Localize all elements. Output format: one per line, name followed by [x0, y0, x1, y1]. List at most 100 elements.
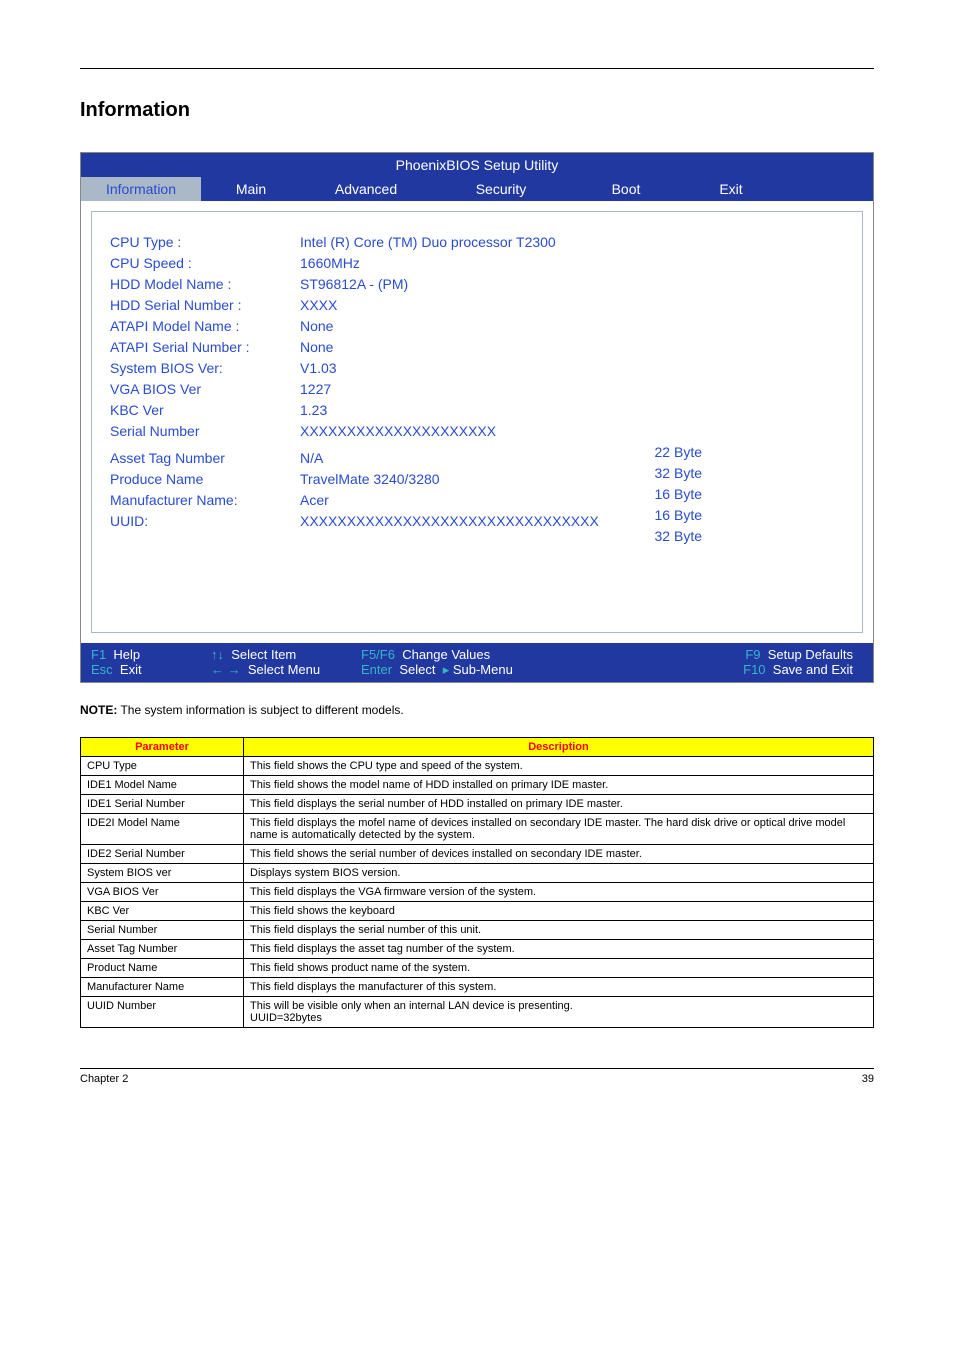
column-header-description: Description [244, 738, 874, 757]
table-row: IDE1 Serial NumberThis field displays th… [81, 795, 874, 814]
description-cell: This field displays the manufacturer of … [244, 978, 874, 997]
description-cell: This field displays the mofel name of de… [244, 814, 874, 845]
chapter-label: Chapter 2 [80, 1073, 128, 1085]
table-row: Asset Tag NumberThis field displays the … [81, 940, 874, 959]
description-cell: This field shows the serial number of de… [244, 845, 874, 864]
hotkey-f1: F1 [91, 647, 106, 662]
bios-field-row: HDD Serial Number :XXXX [110, 295, 844, 316]
hotkey-f5f6: F5/F6 [361, 647, 395, 662]
hotkey-f1-label: Help [113, 647, 140, 662]
bios-field-row: Manufacturer Name:Acer [110, 490, 844, 511]
parameter-cell: Serial Number [81, 921, 244, 940]
bios-field-value: XXXXXXXXXXXXXXXXXXXXXXXXXXXXXXXX [300, 511, 599, 532]
tab-information[interactable]: Information [81, 177, 201, 201]
bios-field-value: XXXX [300, 295, 337, 316]
bios-field-label: Asset Tag Number [110, 448, 300, 469]
bios-field-label: CPU Speed : [110, 253, 300, 274]
description-cell: This field displays the serial number of… [244, 921, 874, 940]
bios-field-row: Produce NameTravelMate 3240/3280 [110, 469, 844, 490]
tab-exit[interactable]: Exit [681, 177, 781, 201]
tab-security[interactable]: Security [431, 177, 571, 201]
parameter-cell: CPU Type [81, 757, 244, 776]
bios-field-row: CPU Speed :1660MHz [110, 253, 844, 274]
bios-field-label: Manufacturer Name: [110, 490, 300, 511]
bios-field-label: Serial Number [110, 421, 300, 442]
hotkey-enter-sub: Sub-Menu [453, 662, 513, 677]
parameter-table: Parameter Description CPU TypeThis field… [80, 737, 874, 1028]
note-line: NOTE: The system information is subject … [80, 703, 874, 717]
description-cell: This field displays the asset tag number… [244, 940, 874, 959]
bios-field-row: Serial NumberXXXXXXXXXXXXXXXXXXXXX [110, 421, 844, 442]
bios-field-label: Produce Name [110, 469, 300, 490]
table-row: System BIOS verDisplays system BIOS vers… [81, 864, 874, 883]
bios-bytes-column: 22 Byte32 Byte16 Byte16 Byte32 Byte [655, 442, 702, 547]
note-label: NOTE: [80, 703, 117, 717]
hotkey-leftright: ← → [211, 662, 241, 677]
table-row: KBC VerThis field shows the keyboard [81, 902, 874, 921]
bios-byte-value: 16 Byte [655, 505, 702, 526]
bios-field-value: Intel (R) Core (TM) Duo processor T2300 [300, 232, 556, 253]
bios-byte-value: 32 Byte [655, 463, 702, 484]
bios-field-label: ATAPI Model Name : [110, 316, 300, 337]
hotkey-updown-label: Select Item [231, 647, 296, 662]
bios-field-row: UUID:XXXXXXXXXXXXXXXXXXXXXXXXXXXXXXXX [110, 511, 844, 532]
bios-field-row: ATAPI Model Name :None [110, 316, 844, 337]
note-text: The system information is subject to dif… [120, 703, 403, 717]
parameter-cell: VGA BIOS Ver [81, 883, 244, 902]
bios-field-label: HDD Serial Number : [110, 295, 300, 316]
bios-field-label: UUID: [110, 511, 300, 532]
page-number: 39 [862, 1073, 874, 1085]
table-row: IDE2 Serial NumberThis field shows the s… [81, 845, 874, 864]
bios-field-value: 1660MHz [300, 253, 360, 274]
tab-advanced[interactable]: Advanced [301, 177, 431, 201]
bios-window: PhoenixBIOS Setup Utility Information Ma… [80, 152, 874, 683]
description-cell: This field displays the VGA firmware ver… [244, 883, 874, 902]
table-row: VGA BIOS VerThis field displays the VGA … [81, 883, 874, 902]
bios-field-label: KBC Ver [110, 400, 300, 421]
bios-footer: F1 Help ↑↓ Select Item F5/F6 Change Valu… [81, 643, 873, 682]
hotkey-esc-label: Exit [120, 662, 142, 677]
bios-field-row: CPU Type :Intel (R) Core (TM) Duo proces… [110, 232, 844, 253]
parameter-cell: KBC Ver [81, 902, 244, 921]
hotkey-f9-label: Setup Defaults [768, 647, 853, 662]
bios-tabs: Information Main Advanced Security Boot … [81, 177, 873, 201]
table-row: IDE1 Model NameThis field shows the mode… [81, 776, 874, 795]
parameter-cell: IDE1 Model Name [81, 776, 244, 795]
bios-field-label: CPU Type : [110, 232, 300, 253]
parameter-cell: Asset Tag Number [81, 940, 244, 959]
bios-field-value: 1.23 [300, 400, 327, 421]
bios-byte-value: 16 Byte [655, 484, 702, 505]
hotkey-leftright-label: Select Menu [248, 662, 320, 677]
description-cell: This field shows the keyboard [244, 902, 874, 921]
bios-field-value: ST96812A - (PM) [300, 274, 408, 295]
description-cell: This field shows product name of the sys… [244, 959, 874, 978]
bios-titlebar: PhoenixBIOS Setup Utility [81, 153, 873, 177]
hotkey-f9: F9 [745, 647, 760, 662]
bios-field-row: HDD Model Name :ST96812A - (PM) [110, 274, 844, 295]
table-row: UUID NumberThis will be visible only whe… [81, 997, 874, 1028]
bios-byte-value: 22 Byte [655, 442, 702, 463]
page-footer: Chapter 2 39 [80, 1068, 874, 1085]
bios-panel: CPU Type :Intel (R) Core (TM) Duo proces… [91, 211, 863, 633]
bios-field-value: 1227 [300, 379, 331, 400]
hotkey-f10-label: Save and Exit [773, 662, 853, 677]
bios-field-value: XXXXXXXXXXXXXXXXXXXXX [300, 421, 496, 442]
tab-boot[interactable]: Boot [571, 177, 681, 201]
parameter-cell: IDE1 Serial Number [81, 795, 244, 814]
parameter-cell: IDE2 Serial Number [81, 845, 244, 864]
description-cell: This field displays the serial number of… [244, 795, 874, 814]
table-row: Manufacturer NameThis field displays the… [81, 978, 874, 997]
hotkey-esc: Esc [91, 662, 113, 677]
bios-field-row: System BIOS Ver:V1.03 [110, 358, 844, 379]
description-cell: This will be visible only when an intern… [244, 997, 874, 1028]
bios-field-row: VGA BIOS Ver1227 [110, 379, 844, 400]
hotkey-f10: F10 [743, 662, 765, 677]
column-header-parameter: Parameter [81, 738, 244, 757]
hotkey-enter: Enter [361, 662, 392, 677]
tab-main[interactable]: Main [201, 177, 301, 201]
description-cell: Displays system BIOS version. [244, 864, 874, 883]
bios-field-value: None [300, 337, 333, 358]
description-cell: This field shows the CPU type and speed … [244, 757, 874, 776]
table-row: IDE2I Model NameThis field displays the … [81, 814, 874, 845]
bios-field-label: HDD Model Name : [110, 274, 300, 295]
